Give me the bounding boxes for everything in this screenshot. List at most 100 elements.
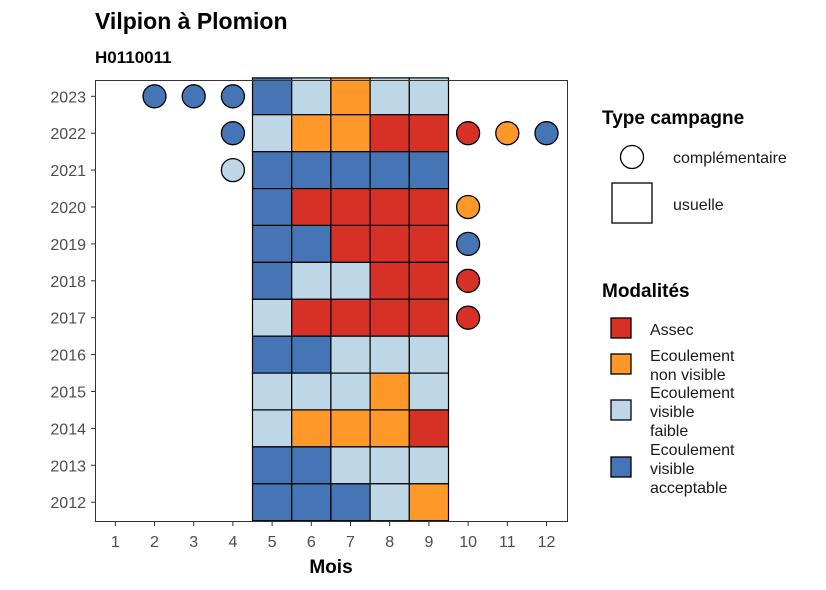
heatmap-cell <box>369 298 410 337</box>
legend-key-4 <box>610 456 632 478</box>
heatmap-cell <box>291 483 332 522</box>
x-tick-label: 11 <box>499 534 516 551</box>
heatmap-cell <box>408 114 450 153</box>
x-axis: 1 2 3 4 5 6 7 8 9 10 11 12 <box>111 521 556 551</box>
heatmap-cell <box>291 224 332 263</box>
legend-key-1 <box>610 317 632 339</box>
heatmap-cell <box>291 409 332 448</box>
heatmap-cell <box>291 188 332 227</box>
y-tick-label: 2013 <box>50 458 86 475</box>
heatmap-cell <box>291 77 332 116</box>
heatmap-cell <box>330 151 371 190</box>
complementary-point <box>455 121 481 146</box>
heatmap-cell <box>251 372 293 411</box>
heatmap-cell <box>369 409 410 448</box>
heatmap-cell <box>251 335 293 374</box>
heatmap-cell <box>251 77 293 116</box>
complementary-point <box>220 157 246 183</box>
heatmap-cell <box>291 114 332 153</box>
y-tick-label: 2016 <box>50 348 86 365</box>
legend-title-modalites: Modalités <box>602 281 690 302</box>
heatmap-cell <box>330 224 371 263</box>
heatmap-cell <box>369 77 410 116</box>
x-tick-label: 4 <box>228 534 237 551</box>
complementary-point <box>220 121 246 146</box>
heatmap-cell <box>291 446 332 485</box>
heatmap-cell <box>369 151 410 190</box>
chart-title: Vilpion à Plomion <box>95 8 288 34</box>
heatmap-cell <box>330 335 371 374</box>
heatmap-cell <box>291 298 332 337</box>
heatmap-cell <box>369 372 410 411</box>
heatmap-cell <box>251 298 293 337</box>
heatmap-cell <box>369 114 410 153</box>
complementary-points <box>142 84 559 330</box>
legend-title-type: Type campagne <box>602 108 744 129</box>
heatmap-cell <box>408 151 450 190</box>
x-tick-label: 12 <box>538 534 556 551</box>
legend-label-modalite: Ecoulement visible faible <box>650 385 735 440</box>
heatmap-cell <box>251 261 293 300</box>
legend-key-3 <box>610 399 632 421</box>
heatmap-cell <box>369 483 410 522</box>
complementary-point <box>455 194 481 220</box>
y-tick-label: 2023 <box>50 89 86 106</box>
complementary-point <box>220 84 246 109</box>
legend-circle-key <box>619 144 645 170</box>
heatmap-cell <box>251 188 293 227</box>
y-tick-label: 2018 <box>50 274 86 291</box>
panel-border <box>95 80 568 522</box>
x-tick-label: 10 <box>459 534 477 551</box>
legend-label-modalite: Ecoulement visible acceptable <box>650 442 735 497</box>
complementary-point <box>455 305 481 330</box>
heatmap-cell <box>251 224 293 263</box>
heatmap-cell <box>408 372 450 411</box>
y-tick-label: 2014 <box>50 421 86 438</box>
x-tick-label: 2 <box>150 534 159 551</box>
complementary-point <box>455 231 481 257</box>
heatmap-cell <box>408 446 450 485</box>
y-tick-label: 2019 <box>50 237 86 254</box>
heatmap-cell <box>369 224 410 263</box>
chart-subtitle: H0110011 <box>95 48 172 67</box>
heatmap-cell <box>408 77 450 116</box>
heatmap-cell <box>369 446 410 485</box>
legend-key-2 <box>610 353 632 375</box>
legend-label-modalite: Ecoulement non visible <box>650 348 735 384</box>
heatmap-cell <box>369 188 410 227</box>
complementary-point <box>142 84 167 109</box>
heatmap-cell <box>408 483 450 522</box>
heatmap-cell <box>291 151 332 190</box>
x-tick-label: 5 <box>268 534 277 551</box>
heatmap-cell <box>330 298 371 337</box>
heatmap-cell <box>291 372 332 411</box>
heatmap-cell <box>251 114 293 153</box>
legend: Type campagne complémentaire usuelle Modali… <box>602 108 787 497</box>
heatmap-cell <box>330 483 371 522</box>
complementary-point <box>534 121 559 146</box>
y-tick-label: 2020 <box>50 200 86 217</box>
y-tick-label: 2012 <box>50 495 86 512</box>
heatmap-cell <box>251 409 293 448</box>
heatmap-cell <box>251 446 293 485</box>
x-tick-label: 6 <box>307 534 316 551</box>
legend-label-modalite: Assec <box>650 322 694 339</box>
heatmap-cell <box>369 335 410 374</box>
x-tick-label: 3 <box>189 534 198 551</box>
x-tick-label: 1 <box>111 534 120 551</box>
y-tick-label: 2015 <box>50 385 86 402</box>
heatmap-cell <box>408 335 450 374</box>
heatmap-cell <box>330 372 371 411</box>
heatmap-cell <box>408 261 450 300</box>
heatmap-cell <box>251 483 293 522</box>
heatmap-cell <box>330 114 371 153</box>
heatmap-cell <box>291 335 332 374</box>
heatmap-cells <box>251 77 450 522</box>
heatmap-cell <box>330 261 371 300</box>
complementary-point <box>495 121 520 146</box>
heatmap-cell <box>408 409 450 448</box>
x-tick-label: 9 <box>424 534 433 551</box>
x-tick-label: 8 <box>385 534 394 551</box>
heatmap-cell <box>291 261 332 300</box>
heatmap-cell <box>330 188 371 227</box>
